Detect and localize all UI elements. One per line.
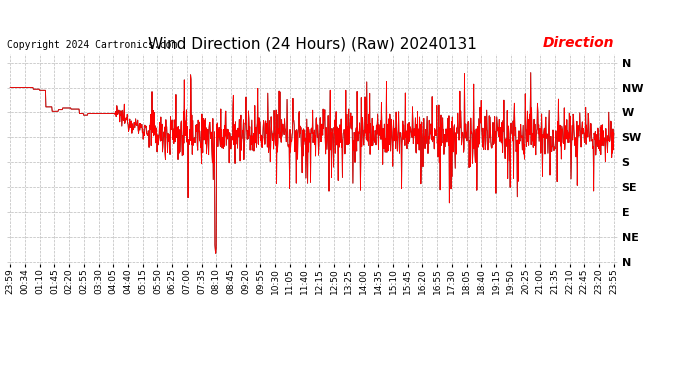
Text: Direction: Direction [543,36,615,50]
Title: Wind Direction (24 Hours) (Raw) 20240131: Wind Direction (24 Hours) (Raw) 20240131 [148,37,477,52]
Text: Copyright 2024 Cartronics.com: Copyright 2024 Cartronics.com [7,40,177,50]
